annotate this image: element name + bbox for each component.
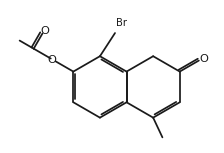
Text: O: O bbox=[40, 26, 49, 36]
Text: O: O bbox=[199, 54, 208, 64]
Text: Br: Br bbox=[116, 18, 127, 28]
Text: O: O bbox=[47, 55, 56, 65]
